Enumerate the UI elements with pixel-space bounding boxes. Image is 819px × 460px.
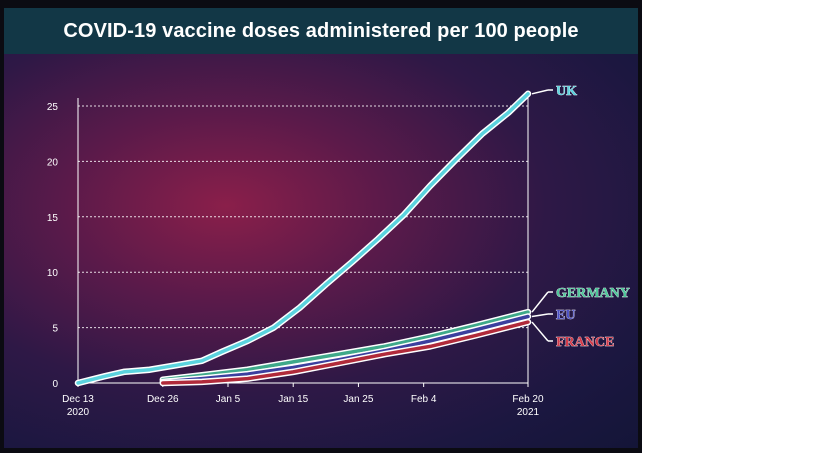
y-tick-label: 0: [52, 379, 58, 390]
leader-line-eu: [531, 313, 549, 318]
axes: 0 5 10 15 20 25 Dec 13 2020 Dec 26 Jan 5 Jan 15 Jan…: [47, 98, 544, 418]
series-labels: UK GERMANY EU FRANCE: [531, 84, 630, 350]
x-tick-label: Dec 26: [147, 394, 179, 405]
leader-line-germany: [531, 291, 549, 313]
title-bar: COVID-19 vaccine doses administered per …: [4, 8, 638, 54]
chart-title: COVID-19 vaccine doses administered per …: [63, 19, 579, 42]
series-label-france: FRANCE: [556, 335, 614, 350]
x-tick-label: Feb 4: [411, 394, 437, 405]
y-tick-label: 15: [47, 213, 59, 224]
leader-line-france: [531, 321, 549, 342]
series-line-uk: [76, 92, 530, 385]
series-line-france: [161, 320, 530, 385]
x-tick-label: Dec 13 2020: [62, 394, 94, 418]
series-lines: [74, 90, 532, 387]
series-outline-germany: [159, 308, 532, 383]
grid-lines: [78, 105, 528, 329]
y-tick-label: 10: [47, 268, 59, 279]
chart-svg: 0 5 10 15 20 25 Dec 13 2020 Dec 26 Jan 5 Jan 15 Jan…: [47, 84, 630, 418]
x-tick-label: Jan 15: [278, 394, 308, 405]
x-tick-label: Jan 5: [216, 394, 241, 405]
series-label-germany: GERMANY: [556, 286, 630, 301]
y-tick-label: 5: [52, 324, 58, 335]
x-tick-label: Feb 20 2021: [512, 394, 544, 418]
series-label-uk: UK: [556, 84, 577, 99]
x-tick-label: Jan 25: [343, 394, 373, 405]
y-tick-label: 20: [47, 157, 59, 168]
series-label-eu: EU: [556, 308, 575, 323]
series-line-eu: [161, 314, 530, 384]
leader-line-uk: [531, 89, 549, 95]
series-line-germany: [161, 310, 530, 382]
y-tick-label: 25: [47, 102, 59, 113]
